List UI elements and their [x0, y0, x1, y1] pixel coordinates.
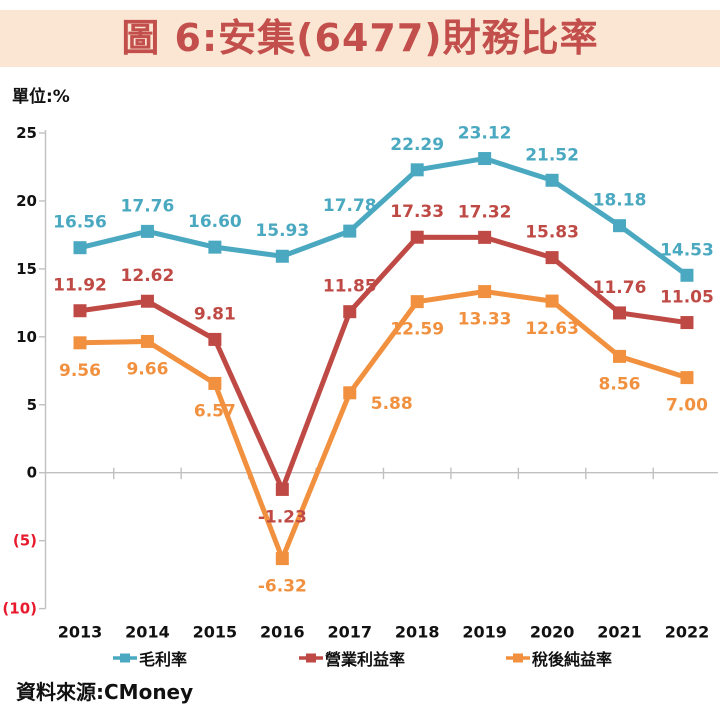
data-point-marker-0-2020	[545, 173, 559, 187]
year-label: 2013	[58, 623, 103, 642]
year-label: 2017	[327, 623, 372, 642]
data-point-marker-0-2014	[140, 224, 154, 238]
data-point-marker-0-2013	[73, 241, 87, 255]
data-point-marker-0-2018	[410, 163, 424, 177]
data-point-label-2-2014: 9.66	[126, 359, 168, 379]
data-point-marker-1-2013	[73, 304, 87, 318]
data-point-marker-1-2014	[140, 294, 154, 308]
data-point-label-0-2020: 21.52	[525, 145, 579, 165]
legend-marker-icon	[113, 653, 137, 663]
legend-marker-icon	[299, 653, 323, 663]
page-title: 圖 6:安集(6477)財務比率	[121, 16, 599, 60]
data-point-marker-2-2017	[343, 386, 357, 400]
data-point-label-2-2020: 12.63	[525, 319, 579, 339]
data-point-label-2-2015: 6.57	[194, 401, 236, 421]
data-point-label-0-2016: 15.93	[255, 221, 309, 241]
series-line-0	[79, 155, 689, 278]
data-point-label-1-2020: 15.83	[525, 223, 579, 243]
legend-item-0: 毛利率	[113, 646, 187, 670]
data-point-label-0-2022: 14.53	[660, 240, 714, 260]
data-point-label-0-2018: 22.29	[390, 135, 444, 155]
y-tick-label: (10)	[2, 600, 37, 618]
data-point-label-2-2013: 9.56	[59, 361, 101, 381]
data-point-label-2-2018: 12.59	[390, 320, 444, 340]
legend-item-2: 稅後純益率	[506, 646, 612, 670]
data-point-marker-2-2015	[208, 376, 222, 390]
y-tick-label: 25	[16, 124, 37, 142]
y-tick-label: 20	[16, 192, 37, 210]
data-point-label-1-2017: 11.85	[323, 277, 377, 297]
data-point-marker-2-2021	[613, 349, 627, 363]
chart-legend: 毛利率 營業利益率 稅後純益率	[0, 646, 720, 670]
data-point-marker-2-2019	[478, 285, 492, 299]
data-point-label-1-2019: 17.32	[458, 202, 512, 222]
year-label: 2021	[597, 623, 642, 642]
data-point-marker-1-2018	[410, 230, 424, 244]
year-label: 2019	[462, 623, 507, 642]
data-point-marker-2-2013	[73, 336, 87, 350]
title-banner: 圖 6:安集(6477)財務比率	[0, 10, 720, 67]
data-point-label-2-2017: 5.88	[371, 394, 413, 414]
data-point-label-1-2014: 12.62	[121, 266, 175, 286]
year-label: 2014	[125, 623, 170, 642]
legend-label: 毛利率	[139, 650, 188, 669]
data-point-marker-0-2019	[478, 152, 492, 166]
data-point-label-0-2013: 16.56	[53, 213, 107, 233]
data-point-marker-2-2022	[680, 371, 694, 385]
data-point-label-0-2014: 17.76	[121, 196, 175, 216]
year-label: 2015	[193, 623, 238, 642]
data-point-marker-1-2017	[343, 305, 357, 319]
data-point-label-0-2017: 17.78	[323, 196, 377, 216]
legend-marker-icon	[506, 653, 530, 663]
legend-label: 營業利益率	[325, 650, 406, 669]
data-point-marker-1-2016	[275, 482, 289, 496]
data-point-marker-1-2020	[545, 251, 559, 265]
data-point-marker-2-2016	[275, 552, 289, 566]
legend-item-1: 營業利益率	[299, 646, 405, 670]
data-point-marker-1-2021	[613, 306, 627, 320]
data-point-label-1-2022: 11.05	[660, 288, 714, 308]
data-point-marker-2-2014	[140, 334, 154, 348]
data-point-label-2-2021: 8.56	[599, 374, 641, 394]
legend-label: 稅後純益率	[532, 650, 613, 669]
data-point-marker-0-2022	[680, 268, 694, 282]
data-point-marker-1-2022	[680, 316, 694, 330]
year-label: 2018	[395, 623, 440, 642]
data-point-label-2-2016: -6.32	[258, 577, 307, 597]
data-point-label-1-2013: 11.92	[53, 276, 107, 296]
data-point-marker-0-2016	[275, 249, 289, 263]
unit-label: 單位:%	[12, 87, 70, 107]
data-point-label-1-2018: 17.33	[390, 202, 444, 222]
data-point-label-0-2021: 18.18	[593, 191, 647, 211]
data-point-marker-0-2015	[208, 240, 222, 254]
data-point-label-1-2016: -1.23	[258, 507, 307, 527]
source-note: 資料來源:CMoney	[16, 680, 194, 704]
y-tick-label: 5	[27, 396, 37, 414]
year-label: 2020	[530, 623, 575, 642]
data-point-marker-1-2015	[208, 332, 222, 346]
data-point-marker-1-2019	[478, 230, 492, 244]
data-point-marker-2-2020	[545, 294, 559, 308]
data-point-label-1-2021: 11.76	[593, 278, 647, 298]
data-point-label-1-2015: 9.81	[194, 304, 236, 324]
y-tick-label: 0	[27, 464, 37, 482]
y-tick-label: (5)	[13, 532, 37, 550]
year-label: 2016	[260, 623, 305, 642]
y-tick-label: 10	[16, 328, 37, 346]
data-point-label-2-2022: 7.00	[666, 396, 708, 416]
data-point-marker-2-2018	[410, 295, 424, 309]
data-point-marker-0-2017	[343, 224, 357, 238]
data-point-label-2-2019: 13.33	[458, 310, 512, 330]
data-point-marker-0-2021	[613, 219, 627, 233]
series-line-2	[79, 289, 688, 566]
y-tick-label: 15	[16, 260, 37, 278]
series-line-1	[79, 234, 688, 496]
year-label: 2022	[665, 623, 710, 642]
data-point-label-0-2019: 23.12	[458, 124, 512, 144]
data-point-label-0-2015: 16.60	[188, 212, 242, 232]
